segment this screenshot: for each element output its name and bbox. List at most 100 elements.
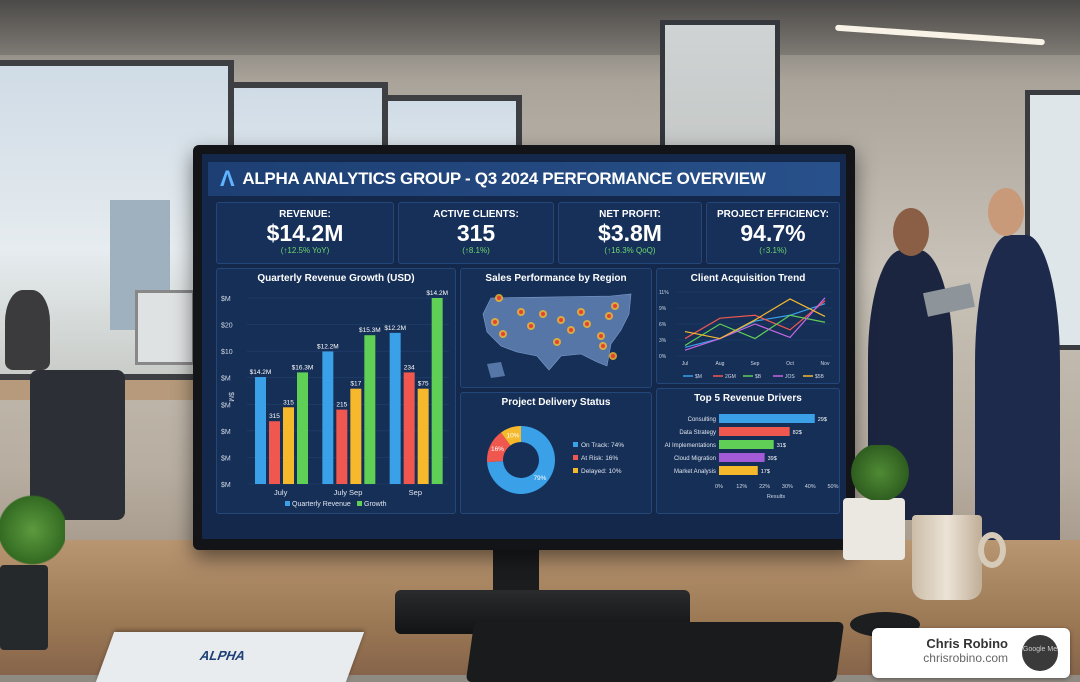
legend-label: Growth <box>364 501 387 508</box>
bar <box>297 372 308 484</box>
trend-chart-panel: Client Acquisition Trend 0% 3% 6% 9% 11% Jul A… <box>656 268 840 384</box>
google-me-badge[interactable]: Google Me <box>1022 635 1058 671</box>
series-line <box>684 297 826 351</box>
x-tick-label: 0% <box>715 484 723 490</box>
legend-swatch <box>285 501 290 506</box>
x-axis-label: Results <box>767 494 786 500</box>
x-tick-label: Aug <box>716 361 725 367</box>
series-line <box>684 300 826 340</box>
bar <box>350 388 362 484</box>
legend-label: Quarterly Revenue <box>292 501 351 508</box>
donut-slice <box>501 426 521 446</box>
series-line <box>684 303 826 348</box>
legend-swatch <box>573 455 578 460</box>
data-label: 31$ <box>777 443 786 449</box>
woman-head <box>893 208 929 256</box>
trend-line-chart: 0% 3% 6% 9% 11% Jul Aug Sep Oct Nov $M 2GM $B JOS $5B <box>659 290 833 380</box>
credit-card: Chris Robino chrisrobino.com Google Me <box>872 628 1070 678</box>
y-tick-label: 9% <box>659 306 667 312</box>
y-tick-label: $M <box>221 455 231 462</box>
delivery-chart-title: Project Delivery Status <box>501 397 611 408</box>
x-tick-label: July Sep <box>334 488 363 497</box>
legend-swatch <box>573 468 578 473</box>
bar <box>322 351 334 484</box>
kpi-revenue: REVENUE: $14.2M (↑12.5% YoY) <box>216 202 394 264</box>
hotspot-core <box>585 322 589 326</box>
y-tick-label: $M <box>221 482 231 489</box>
hotspot-core <box>555 340 559 344</box>
revenue-chart-panel: Quarterly Revenue Growth (USD) $M $20 $10 $… <box>216 268 456 514</box>
y-tick-label: $10 <box>221 349 233 356</box>
hotspot-core <box>529 324 533 328</box>
revenue-chart-title: Quarterly Revenue Growth (USD) <box>257 273 415 284</box>
kpi-delta: (↑3.1%) <box>759 246 787 255</box>
standing-man <box>975 235 1060 555</box>
data-label: 215 <box>336 402 347 409</box>
plant-right <box>850 445 910 500</box>
dashboard-header: Λ ALPHA ANALYTICS GROUP - Q3 2024 PERFOR… <box>208 162 840 196</box>
bar <box>417 388 429 484</box>
seated-person <box>5 290 50 370</box>
kpi-label: NET PROFIT: <box>599 209 661 220</box>
kpi-net-profit: NET PROFIT: $3.8M (↑16.3% QoQ) <box>558 202 702 264</box>
bar-label: AI Implementations <box>665 443 716 449</box>
data-label: $15.3M <box>359 327 381 334</box>
data-label: 39$ <box>768 456 777 462</box>
y-tick-label: $M <box>221 402 231 409</box>
credit-site[interactable]: chrisrobino.com <box>923 651 1008 665</box>
drivers-bar-chart: Consulting 29$ Data Strategy 82$ AI Implemen… <box>665 414 839 500</box>
bar <box>719 466 758 475</box>
delivery-chart-panel: Project Delivery Status 79% On Track: 74%… <box>460 392 652 514</box>
hotspot-core <box>569 328 573 332</box>
bar-label: Data Strategy <box>679 430 716 436</box>
bar <box>255 377 266 484</box>
data-label: 315 <box>283 399 294 406</box>
hotspot-core <box>559 318 563 322</box>
coffee-mug <box>912 515 982 600</box>
data-label: 17$ <box>761 469 770 475</box>
plant-left <box>0 490 65 570</box>
credit-name: Chris Robino <box>926 636 1008 651</box>
data-label: $12.2M <box>317 343 339 350</box>
hotspot-core <box>493 320 497 324</box>
data-label: $12.2M <box>384 325 406 332</box>
x-tick-label: Sep <box>751 361 760 367</box>
legend-label: 2GM <box>725 374 736 380</box>
kpi-delta: (↑8.1%) <box>462 246 490 255</box>
y-tick-label: 0% <box>659 354 667 360</box>
bar <box>336 409 348 484</box>
drivers-chart-title: Top 5 Revenue Drivers <box>694 393 802 404</box>
x-tick-label: 40% <box>805 484 816 490</box>
x-tick-label: 12% <box>736 484 747 490</box>
y-tick-label: 3% <box>659 338 667 344</box>
revenue-bar-chart: $M$20$10$M$M$M$M$M$M$14.2M315315$16.3MJu… <box>221 290 449 508</box>
kpi-delta: (↑12.5% YoY) <box>280 246 330 255</box>
map-title: Sales Performance by Region <box>485 273 627 284</box>
x-tick-label: Sep <box>409 488 422 497</box>
bar <box>719 453 765 462</box>
y-axis-label: $M <box>227 392 234 402</box>
hotspot-core <box>599 334 603 338</box>
keyboard <box>465 622 845 682</box>
bar <box>389 332 401 484</box>
background-monitor <box>135 290 195 365</box>
trend-chart-title: Client Acquisition Trend <box>690 273 806 284</box>
hotspot-core <box>607 314 611 318</box>
slice-label: 10% <box>506 432 519 439</box>
x-tick-label: 30% <box>782 484 793 490</box>
plant-pot-right <box>843 498 905 560</box>
kpi-value: 94.7% <box>740 220 806 246</box>
booklet-title: ALPHA <box>197 648 249 663</box>
hotspot-core <box>601 344 605 348</box>
ceiling <box>0 0 1080 55</box>
alpha-logo-icon: Λ <box>220 166 235 191</box>
hotspot-core <box>579 310 583 314</box>
bar <box>269 421 280 484</box>
hotspot-core <box>501 332 505 336</box>
hotspot-core <box>541 312 545 316</box>
data-label: $17 <box>350 381 361 388</box>
data-label: $14.2M <box>250 369 272 376</box>
legend-swatch <box>573 442 578 447</box>
bar <box>364 335 376 484</box>
hotspot-core <box>611 354 615 358</box>
